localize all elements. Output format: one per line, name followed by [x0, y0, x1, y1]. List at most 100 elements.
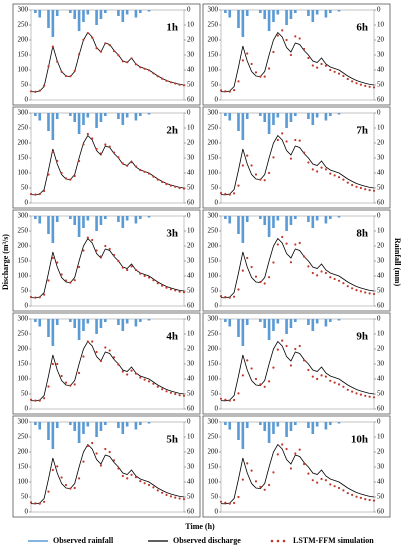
rain-bar: [125, 422, 129, 427]
panel-title: 5h: [166, 434, 178, 446]
simulation-point: [117, 363, 120, 366]
simulation-point: [368, 189, 371, 192]
y2-tick-label: 60: [187, 199, 195, 207]
discharge-line: [220, 443, 375, 505]
simulation-point: [337, 176, 341, 179]
y-tick-label: 300: [208, 418, 219, 426]
y2-tick-label: 30: [187, 51, 195, 59]
simulation-point: [364, 498, 367, 501]
simulation-point: [368, 85, 371, 88]
simulation-point: [143, 482, 146, 485]
y-tick-label: 100: [208, 66, 219, 74]
rain-bar: [307, 422, 310, 428]
rain-bar: [47, 319, 50, 337]
simulation-point: [250, 164, 253, 167]
simulation-point: [254, 275, 258, 278]
y-tick-label: 300: [18, 212, 29, 220]
simulation-point: [316, 377, 319, 381]
simulation-point: [121, 370, 124, 373]
y-tick-label: 0: [25, 405, 29, 413]
simulation-point: [147, 380, 151, 383]
rain-bar: [121, 319, 125, 331]
rain-bar: [328, 216, 332, 219]
y2-tick-label: 40: [187, 478, 195, 486]
rain-bar: [272, 319, 275, 331]
simulation-point: [263, 282, 266, 285]
simulation-point: [281, 443, 284, 446]
rain-bar: [285, 113, 288, 128]
y-tick-label: 250: [18, 433, 29, 441]
simulation-point: [169, 391, 172, 394]
simulation-point: [281, 132, 284, 135]
rain-bar: [272, 10, 275, 22]
simulation-point: [320, 270, 323, 273]
simulation-point: [126, 61, 129, 64]
simulation-point: [91, 441, 94, 445]
y-tick-label: 300: [208, 315, 219, 323]
y2-tick-label: 40: [187, 272, 195, 280]
simulation-point: [178, 83, 181, 86]
y-tick-label: 300: [208, 109, 219, 117]
rain-bar: [47, 113, 50, 131]
y2-tick-label: 40: [377, 169, 385, 177]
y2-tick-label: 30: [377, 360, 385, 368]
rain-bar: [259, 422, 262, 425]
rain-bar: [121, 10, 125, 22]
simulation-point: [329, 68, 332, 72]
rain-bar: [99, 10, 103, 19]
simulation-point: [228, 399, 231, 402]
simulation-point: [29, 295, 33, 299]
simulation-point: [285, 242, 288, 245]
simulation-point: [29, 90, 33, 93]
simulation-point: [250, 367, 253, 370]
rain-bar: [307, 10, 310, 16]
rain-bar: [34, 10, 37, 13]
simulation-point: [320, 477, 323, 481]
simulation-point: [289, 467, 293, 470]
y2-tick-label: 40: [187, 169, 195, 177]
rain-bar: [73, 422, 77, 431]
simulation-point: [134, 268, 138, 272]
rain-bar: [69, 422, 72, 425]
simulation-point: [351, 493, 354, 496]
simulation-point: [77, 371, 81, 375]
y2-tick-label: 0: [377, 418, 381, 426]
simulation-point: [364, 291, 367, 294]
simulation-point: [99, 255, 103, 258]
rain-bar: [237, 216, 240, 234]
simulation-point: [237, 495, 240, 499]
y2-tick-label: 0: [377, 109, 381, 117]
rain-bar: [77, 10, 81, 31]
simulation-point: [152, 382, 155, 385]
simulation-point: [43, 397, 46, 400]
simulation-point: [346, 388, 349, 391]
simulation-point: [73, 279, 76, 282]
y-tick-label: 200: [208, 448, 219, 456]
rain-bar: [147, 113, 151, 115]
y2-tick-label: 0: [377, 212, 381, 220]
simulation-point: [38, 399, 41, 402]
simulation-point: [134, 63, 138, 66]
simulation-point: [73, 69, 76, 72]
simulation-point: [56, 261, 59, 264]
simulation-point: [51, 45, 54, 48]
simulation-point: [368, 498, 371, 502]
rain-bar: [55, 10, 59, 16]
simulation-point: [91, 340, 94, 343]
rain-bar: [73, 319, 77, 328]
rain-bar: [99, 216, 103, 225]
rain-bar: [86, 422, 90, 427]
simulation-point: [86, 444, 89, 448]
simulation-point: [104, 42, 107, 45]
y-tick-label: 50: [21, 184, 29, 192]
simulation-point: [342, 178, 345, 181]
y-tick-label: 100: [18, 169, 29, 177]
simulation-point: [86, 236, 89, 239]
simulation-point: [73, 174, 76, 178]
simulation-point: [117, 259, 120, 263]
simulation-point: [108, 44, 111, 47]
simulation-point: [182, 187, 186, 190]
simulation-point: [254, 71, 258, 74]
simulation-point: [307, 472, 310, 475]
rain-bar: [86, 10, 90, 15]
